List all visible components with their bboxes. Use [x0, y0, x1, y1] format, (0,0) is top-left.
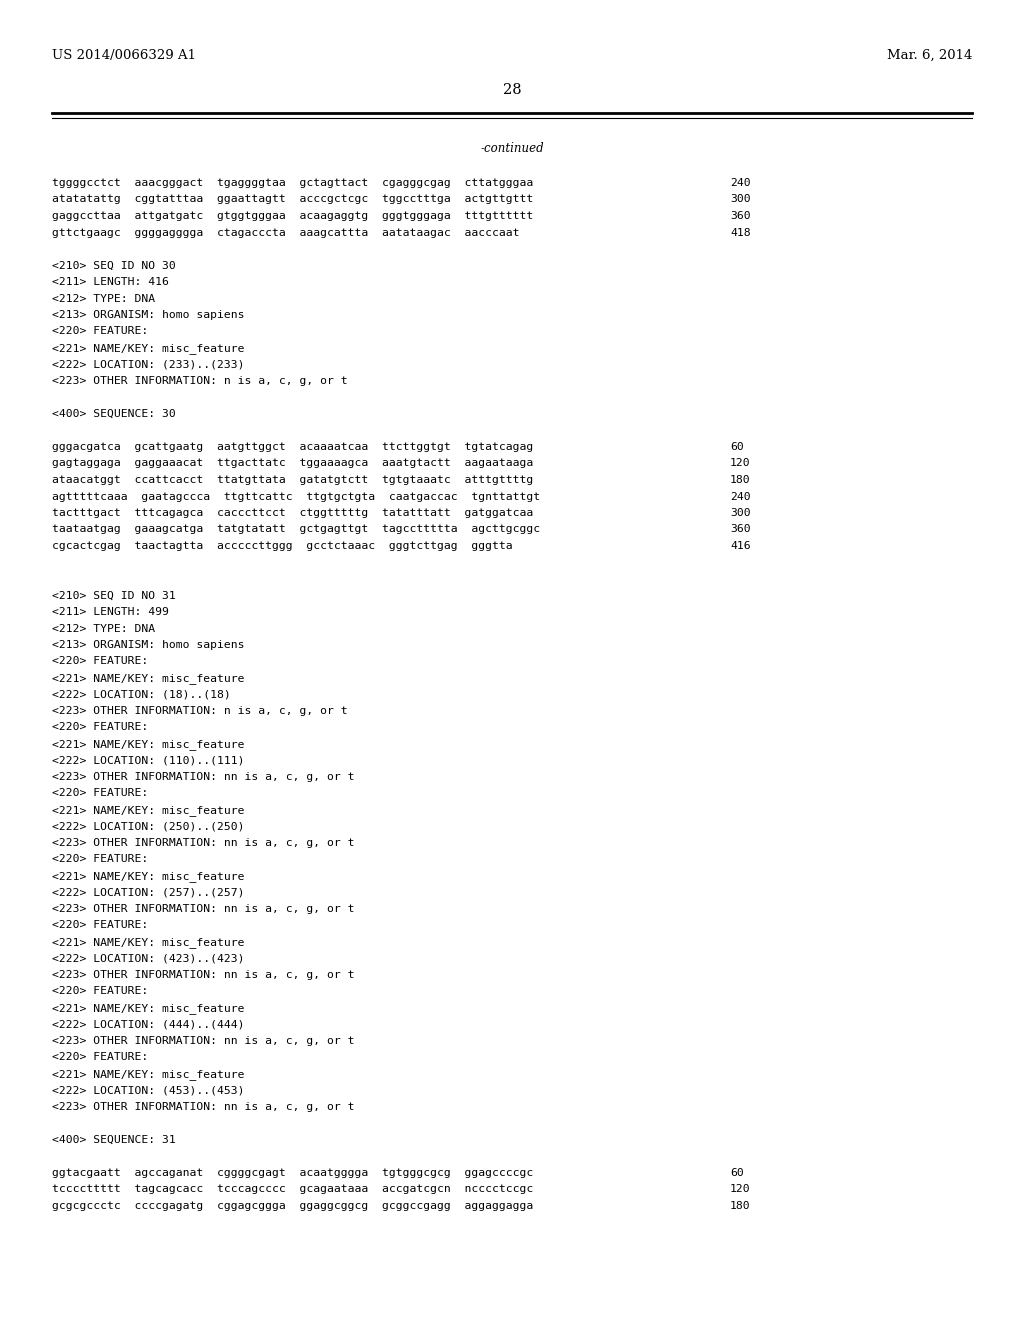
- Text: <213> ORGANISM: homo sapiens: <213> ORGANISM: homo sapiens: [52, 310, 245, 319]
- Text: <222> LOCATION: (257)..(257): <222> LOCATION: (257)..(257): [52, 887, 245, 898]
- Text: gagtaggaga  gaggaaacat  ttgacttatc  tggaaaagca  aaatgtactt  aagaataaga: gagtaggaga gaggaaacat ttgacttatc tggaaaa…: [52, 458, 534, 469]
- Text: <221> NAME/KEY: misc_feature: <221> NAME/KEY: misc_feature: [52, 937, 245, 948]
- Text: agtttttcaaa  gaatagccca  ttgttcattc  ttgtgctgta  caatgaccac  tgnttattgt: agtttttcaaa gaatagccca ttgttcattc ttgtgc…: [52, 491, 540, 502]
- Text: 180: 180: [730, 475, 751, 484]
- Text: gcgcgccctc  ccccgagatg  cggagcggga  ggaggcggcg  gcggccgagg  aggaggagga: gcgcgccctc ccccgagatg cggagcggga ggaggcg…: [52, 1201, 534, 1210]
- Text: <222> LOCATION: (453)..(453): <222> LOCATION: (453)..(453): [52, 1085, 245, 1096]
- Text: <222> LOCATION: (18)..(18): <222> LOCATION: (18)..(18): [52, 689, 230, 700]
- Text: <213> ORGANISM: homo sapiens: <213> ORGANISM: homo sapiens: [52, 640, 245, 649]
- Text: <222> LOCATION: (444)..(444): <222> LOCATION: (444)..(444): [52, 1019, 245, 1030]
- Text: <220> FEATURE:: <220> FEATURE:: [52, 986, 148, 997]
- Text: <220> FEATURE:: <220> FEATURE:: [52, 326, 148, 337]
- Text: <210> SEQ ID NO 30: <210> SEQ ID NO 30: [52, 260, 176, 271]
- Text: <220> FEATURE:: <220> FEATURE:: [52, 854, 148, 865]
- Text: ggtacgaatt  agccaganat  cggggcgagt  acaatgggga  tgtgggcgcg  ggagccccgc: ggtacgaatt agccaganat cggggcgagt acaatgg…: [52, 1168, 534, 1177]
- Text: tccccttttt  tagcagcacc  tcccagcccc  gcagaataaa  accgatcgcn  ncccctccgc: tccccttttt tagcagcacc tcccagcccc gcagaat…: [52, 1184, 534, 1195]
- Text: gaggccttaa  attgatgatc  gtggtgggaa  acaagaggtg  gggtgggaga  tttgtttttt: gaggccttaa attgatgatc gtggtgggaa acaagag…: [52, 211, 534, 220]
- Text: <220> FEATURE:: <220> FEATURE:: [52, 722, 148, 733]
- Text: <223> OTHER INFORMATION: nn is a, c, g, or t: <223> OTHER INFORMATION: nn is a, c, g, …: [52, 904, 354, 913]
- Text: cgcactcgag  taactagtta  acccccttggg  gcctctaaac  gggtcttgag  gggtta: cgcactcgag taactagtta acccccttggg gcctct…: [52, 541, 513, 550]
- Text: <400> SEQUENCE: 30: <400> SEQUENCE: 30: [52, 409, 176, 418]
- Text: <221> NAME/KEY: misc_feature: <221> NAME/KEY: misc_feature: [52, 1003, 245, 1014]
- Text: <220> FEATURE:: <220> FEATURE:: [52, 788, 148, 799]
- Text: <211> LENGTH: 416: <211> LENGTH: 416: [52, 277, 169, 286]
- Text: <223> OTHER INFORMATION: nn is a, c, g, or t: <223> OTHER INFORMATION: nn is a, c, g, …: [52, 1102, 354, 1111]
- Text: <223> OTHER INFORMATION: n is a, c, g, or t: <223> OTHER INFORMATION: n is a, c, g, o…: [52, 706, 347, 715]
- Text: tactttgact  tttcagagca  cacccttcct  ctggtttttg  tatatttatt  gatggatcaa: tactttgact tttcagagca cacccttcct ctggttt…: [52, 508, 534, 517]
- Text: <221> NAME/KEY: misc_feature: <221> NAME/KEY: misc_feature: [52, 673, 245, 684]
- Text: 360: 360: [730, 524, 751, 535]
- Text: tggggcctct  aaacgggact  tgaggggtaa  gctagttact  cgagggcgag  cttatgggaa: tggggcctct aaacgggact tgaggggtaa gctagtt…: [52, 178, 534, 187]
- Text: <221> NAME/KEY: misc_feature: <221> NAME/KEY: misc_feature: [52, 871, 245, 882]
- Text: ataacatggt  ccattcacct  ttatgttata  gatatgtctt  tgtgtaaatc  atttgttttg: ataacatggt ccattcacct ttatgttata gatatgt…: [52, 475, 534, 484]
- Text: 28: 28: [503, 83, 521, 96]
- Text: 300: 300: [730, 194, 751, 205]
- Text: 120: 120: [730, 1184, 751, 1195]
- Text: 300: 300: [730, 508, 751, 517]
- Text: <223> OTHER INFORMATION: n is a, c, g, or t: <223> OTHER INFORMATION: n is a, c, g, o…: [52, 376, 347, 385]
- Text: <221> NAME/KEY: misc_feature: <221> NAME/KEY: misc_feature: [52, 805, 245, 816]
- Text: <220> FEATURE:: <220> FEATURE:: [52, 1052, 148, 1063]
- Text: <400> SEQUENCE: 31: <400> SEQUENCE: 31: [52, 1135, 176, 1144]
- Text: <211> LENGTH: 499: <211> LENGTH: 499: [52, 607, 169, 616]
- Text: -continued: -continued: [480, 141, 544, 154]
- Text: <221> NAME/KEY: misc_feature: <221> NAME/KEY: misc_feature: [52, 739, 245, 750]
- Text: 418: 418: [730, 227, 751, 238]
- Text: taataatgag  gaaagcatga  tatgtatatt  gctgagttgt  tagccttttta  agcttgcggc: taataatgag gaaagcatga tatgtatatt gctgagt…: [52, 524, 540, 535]
- Text: <223> OTHER INFORMATION: nn is a, c, g, or t: <223> OTHER INFORMATION: nn is a, c, g, …: [52, 772, 354, 781]
- Text: <221> NAME/KEY: misc_feature: <221> NAME/KEY: misc_feature: [52, 343, 245, 354]
- Text: US 2014/0066329 A1: US 2014/0066329 A1: [52, 49, 196, 62]
- Text: <223> OTHER INFORMATION: nn is a, c, g, or t: <223> OTHER INFORMATION: nn is a, c, g, …: [52, 970, 354, 979]
- Text: <222> LOCATION: (110)..(111): <222> LOCATION: (110)..(111): [52, 755, 245, 766]
- Text: <223> OTHER INFORMATION: nn is a, c, g, or t: <223> OTHER INFORMATION: nn is a, c, g, …: [52, 1036, 354, 1045]
- Text: 416: 416: [730, 541, 751, 550]
- Text: 120: 120: [730, 458, 751, 469]
- Text: atatatattg  cggtatttaa  ggaattagtt  acccgctcgc  tggcctttga  actgttgttt: atatatattg cggtatttaa ggaattagtt acccgct…: [52, 194, 534, 205]
- Text: <222> LOCATION: (423)..(423): <222> LOCATION: (423)..(423): [52, 953, 245, 964]
- Text: 60: 60: [730, 442, 743, 451]
- Text: <222> LOCATION: (250)..(250): <222> LOCATION: (250)..(250): [52, 821, 245, 832]
- Text: gttctgaagc  ggggagggga  ctagacccta  aaagcattta  aatataagac  aacccaat: gttctgaagc ggggagggga ctagacccta aaagcat…: [52, 227, 519, 238]
- Text: gggacgatca  gcattgaatg  aatgttggct  acaaaatcaa  ttcttggtgt  tgtatcagag: gggacgatca gcattgaatg aatgttggct acaaaat…: [52, 442, 534, 451]
- Text: <210> SEQ ID NO 31: <210> SEQ ID NO 31: [52, 590, 176, 601]
- Text: <220> FEATURE:: <220> FEATURE:: [52, 920, 148, 931]
- Text: <212> TYPE: DNA: <212> TYPE: DNA: [52, 293, 155, 304]
- Text: <222> LOCATION: (233)..(233): <222> LOCATION: (233)..(233): [52, 359, 245, 370]
- Text: 180: 180: [730, 1201, 751, 1210]
- Text: 240: 240: [730, 178, 751, 187]
- Text: 360: 360: [730, 211, 751, 220]
- Text: 240: 240: [730, 491, 751, 502]
- Text: Mar. 6, 2014: Mar. 6, 2014: [887, 49, 972, 62]
- Text: <223> OTHER INFORMATION: nn is a, c, g, or t: <223> OTHER INFORMATION: nn is a, c, g, …: [52, 838, 354, 847]
- Text: <221> NAME/KEY: misc_feature: <221> NAME/KEY: misc_feature: [52, 1069, 245, 1080]
- Text: <212> TYPE: DNA: <212> TYPE: DNA: [52, 623, 155, 634]
- Text: 60: 60: [730, 1168, 743, 1177]
- Text: <220> FEATURE:: <220> FEATURE:: [52, 656, 148, 667]
